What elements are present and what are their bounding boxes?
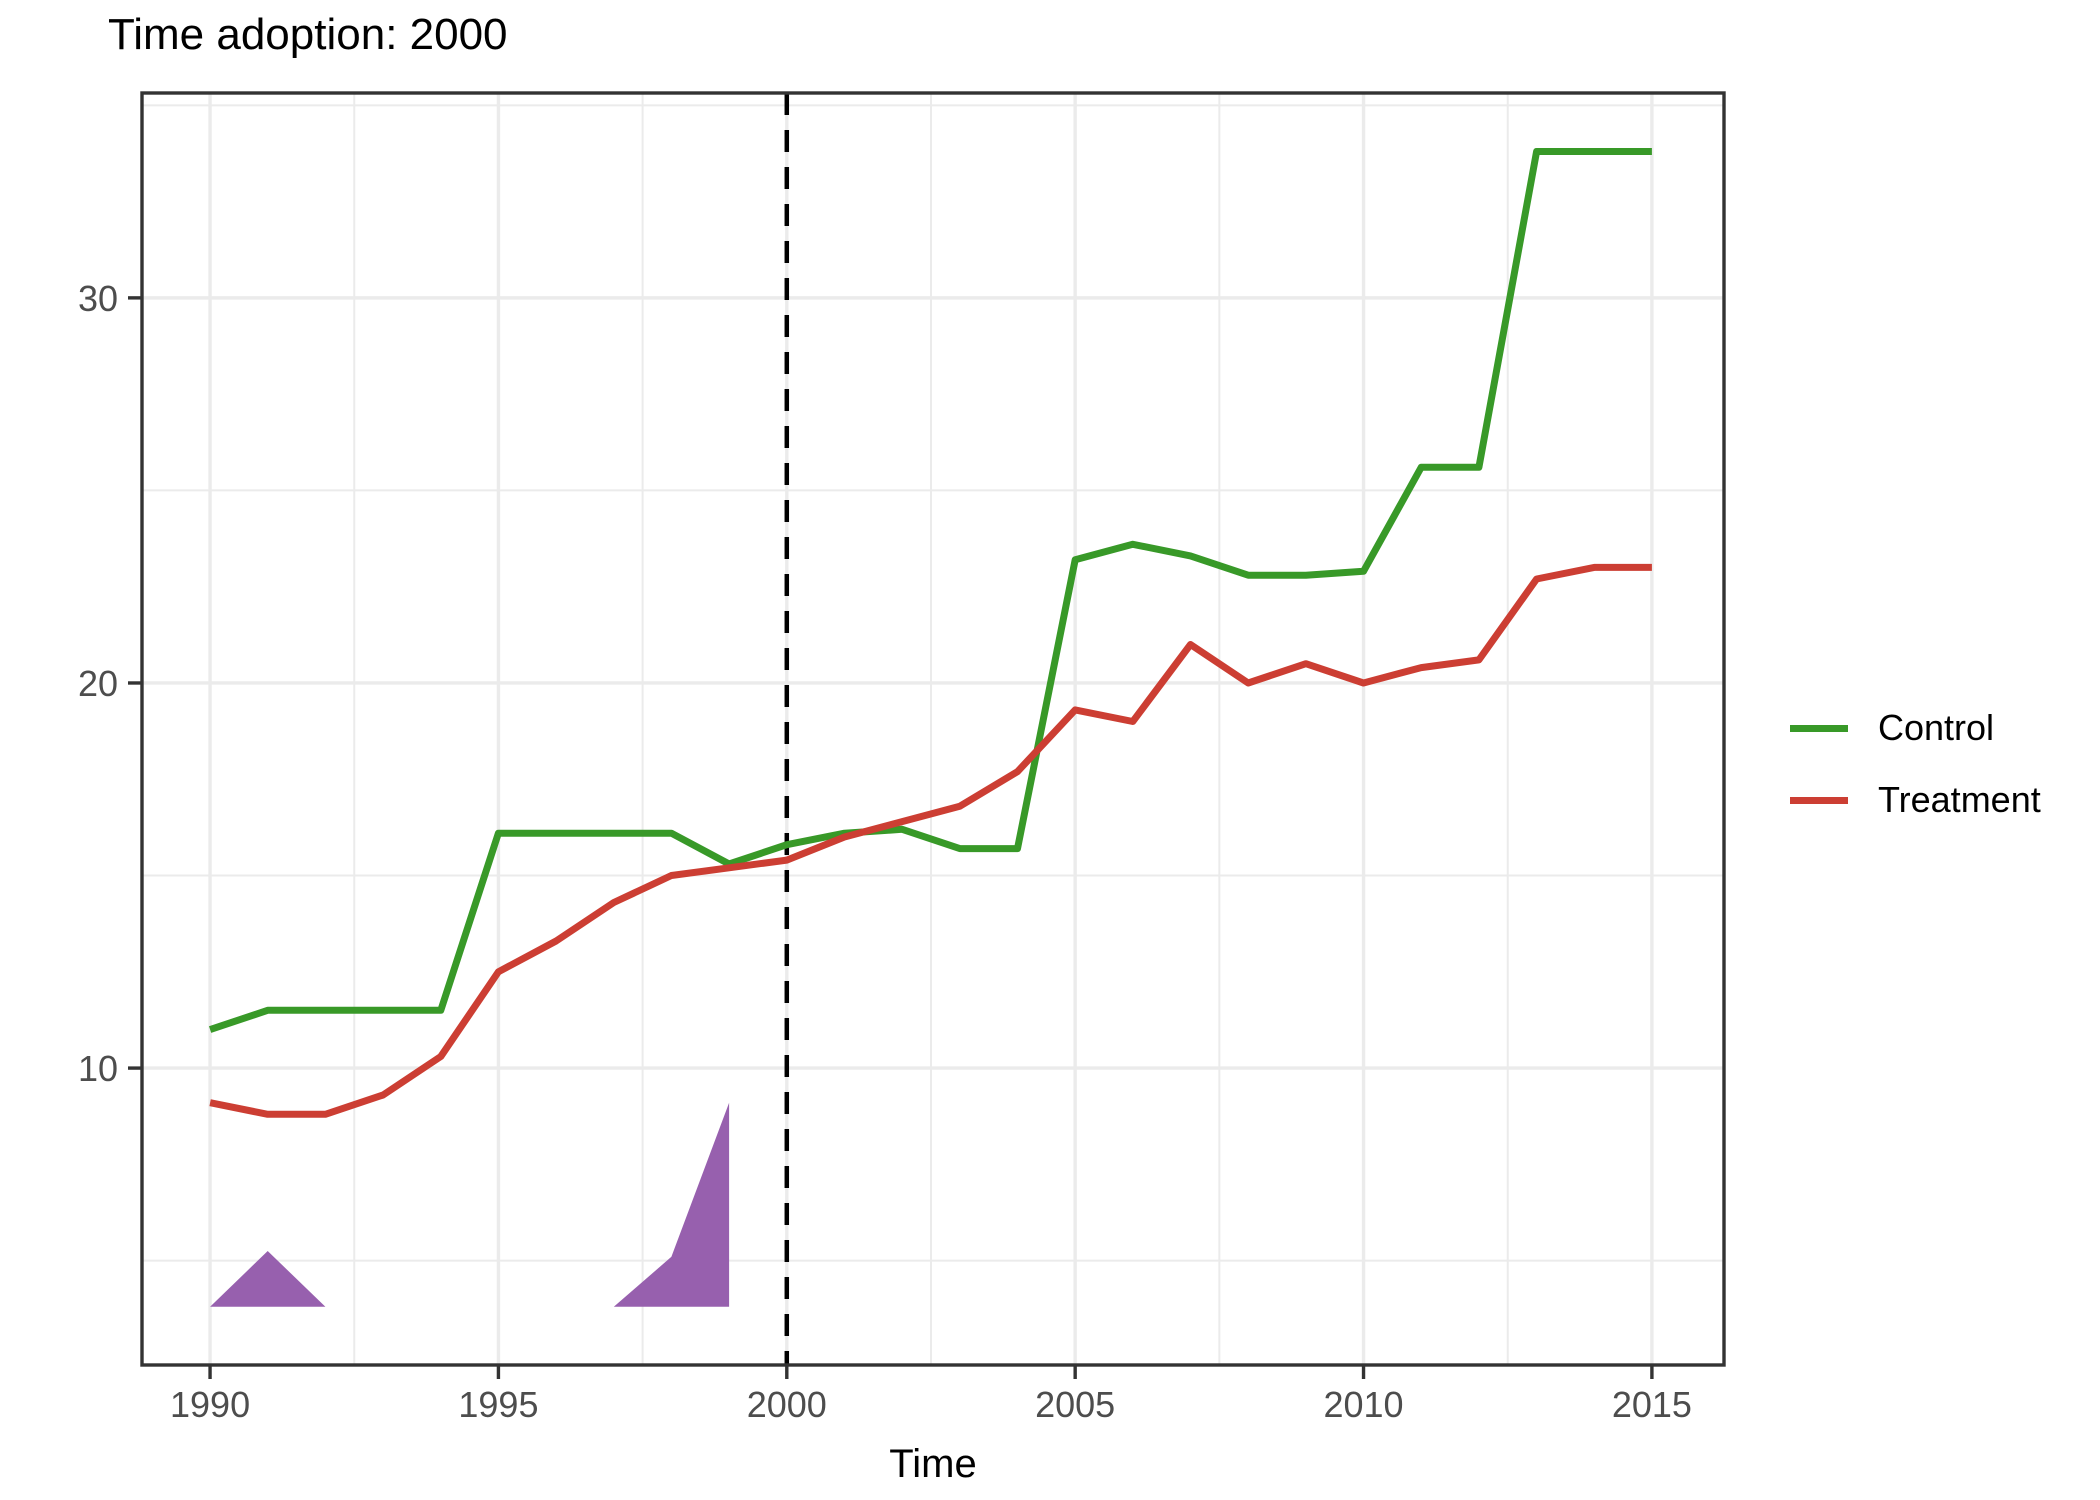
legend-label-control: Control bbox=[1878, 707, 1995, 748]
x-tick-label: 1990 bbox=[170, 1384, 250, 1425]
adoption-density-left bbox=[210, 1251, 326, 1307]
plot-title: Time adoption: 2000 bbox=[108, 10, 508, 59]
panel-border bbox=[140, 91, 1726, 1367]
control-line bbox=[208, 148, 1652, 1033]
x-axis-title: Time bbox=[889, 1442, 977, 1486]
treatment-line bbox=[209, 563, 1652, 1118]
x-tick-label: 2005 bbox=[1035, 1384, 1115, 1425]
x-tick-label: 2010 bbox=[1323, 1384, 1403, 1425]
x-tick-label: 2000 bbox=[747, 1384, 827, 1425]
control-line-key-icon bbox=[1790, 724, 1848, 732]
legend-entry-treatment: Treatment bbox=[1790, 779, 2041, 820]
x-tick-label: 2015 bbox=[1612, 1384, 1692, 1425]
y-tick-label: 20 bbox=[78, 663, 118, 704]
y-tick-label: 30 bbox=[78, 278, 118, 319]
x-tick-label: 1995 bbox=[458, 1384, 538, 1425]
treatment-line-key-icon bbox=[1790, 796, 1848, 804]
adoption-density-right bbox=[613, 1102, 730, 1307]
legend-label-treatment: Treatment bbox=[1878, 779, 2041, 820]
legend-entry-control: Control bbox=[1790, 707, 1995, 748]
y-tick-label: 10 bbox=[78, 1048, 118, 1089]
